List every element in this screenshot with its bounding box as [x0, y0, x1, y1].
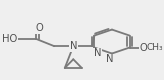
Text: O: O	[140, 43, 147, 53]
Text: N: N	[70, 41, 77, 51]
Text: N: N	[94, 48, 101, 58]
Text: HO: HO	[2, 34, 17, 44]
Text: CH₃: CH₃	[146, 43, 163, 52]
Text: N: N	[106, 54, 113, 64]
Text: O: O	[36, 23, 43, 33]
